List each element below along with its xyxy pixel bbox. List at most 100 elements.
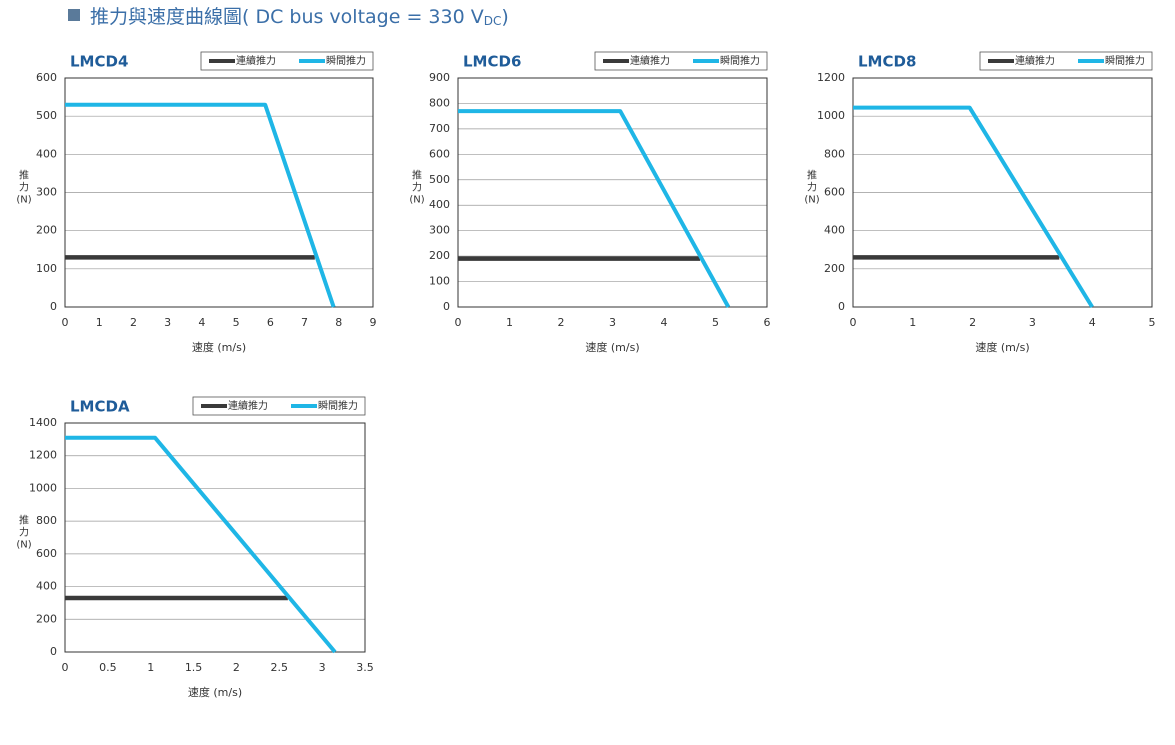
y-tick-label: 200 xyxy=(36,224,57,237)
legend-label: 瞬間推力 xyxy=(326,54,366,67)
x-tick-label: 0 xyxy=(850,316,857,329)
y-tick-label: 700 xyxy=(429,122,450,135)
y-tick-label: 1400 xyxy=(29,416,57,429)
x-tick-label: 2 xyxy=(558,316,565,329)
y-tick-label: 100 xyxy=(429,275,450,288)
legend-label: 瞬間推力 xyxy=(720,54,760,67)
y-axis-label: (N) xyxy=(409,195,424,206)
x-tick-label: 2 xyxy=(130,316,137,329)
y-axis-label: 力 xyxy=(19,526,29,539)
y-tick-label: 400 xyxy=(824,224,845,237)
x-tick-label: 3 xyxy=(164,316,171,329)
legend-box xyxy=(594,51,768,71)
y-tick-label: 800 xyxy=(824,147,845,160)
header-text: 推力與速度曲線圖( DC bus voltage = 330 V xyxy=(90,6,484,28)
series-line xyxy=(65,435,337,654)
y-tick-label: 800 xyxy=(36,514,57,527)
series-line xyxy=(458,109,731,308)
y-tick-label: 1000 xyxy=(29,481,57,494)
y-axis-label: (N) xyxy=(16,540,31,551)
x-tick-label: 2 xyxy=(233,661,240,674)
plot-frame xyxy=(457,77,768,308)
x-tick-label: 0 xyxy=(62,316,69,329)
series-line xyxy=(65,102,336,308)
x-tick-label: 3.5 xyxy=(356,661,374,674)
x-tick-label: 4 xyxy=(661,316,668,329)
y-tick-label: 900 xyxy=(429,71,450,84)
y-tick-label: 200 xyxy=(429,249,450,262)
x-tick-label: 0 xyxy=(455,316,462,329)
y-tick-label: 600 xyxy=(429,147,450,160)
series-line xyxy=(853,105,1094,309)
x-tick-label: 5 xyxy=(712,316,719,329)
legend-label: 連續推力 xyxy=(236,54,276,67)
y-axis-label: 力 xyxy=(412,181,422,194)
x-axis-label: 速度 (m/s) xyxy=(188,685,242,699)
legend-box xyxy=(200,51,374,71)
y-tick-label: 1000 xyxy=(817,109,845,122)
x-tick-label: 1.5 xyxy=(185,661,203,674)
y-tick-label: 400 xyxy=(36,147,57,160)
plot-frame xyxy=(64,422,366,653)
plot-frame xyxy=(852,77,1153,308)
x-tick-label: 3 xyxy=(609,316,616,329)
x-tick-label: 1 xyxy=(96,316,103,329)
y-axis-label: 推 xyxy=(412,169,422,182)
x-axis-label: 速度 (m/s) xyxy=(192,340,246,354)
chart-title: LMCD8 xyxy=(858,53,916,71)
y-tick-label: 300 xyxy=(429,224,450,237)
legend-label: 瞬間推力 xyxy=(1105,54,1145,67)
y-tick-label: 0 xyxy=(50,645,57,658)
legend-label: 連續推力 xyxy=(228,399,268,412)
y-tick-label: 1200 xyxy=(29,449,57,462)
y-tick-label: 0 xyxy=(838,300,845,313)
legend-label: 連續推力 xyxy=(1015,54,1055,67)
x-tick-label: 6 xyxy=(267,316,274,329)
y-axis-label: 力 xyxy=(19,181,29,194)
x-axis-label: 速度 (m/s) xyxy=(585,340,639,354)
header-icon xyxy=(68,9,80,21)
legend-box xyxy=(192,396,366,416)
plot-frame xyxy=(64,77,374,308)
legend-label: 連續推力 xyxy=(630,54,670,67)
x-tick-label: 0.5 xyxy=(99,661,117,674)
x-tick-label: 3 xyxy=(319,661,326,674)
y-tick-label: 600 xyxy=(824,186,845,199)
y-tick-label: 200 xyxy=(36,612,57,625)
x-tick-label: 5 xyxy=(233,316,240,329)
x-axis-label: 速度 (m/s) xyxy=(975,340,1029,354)
y-axis-label: (N) xyxy=(16,195,31,206)
y-tick-label: 500 xyxy=(429,173,450,186)
y-tick-label: 0 xyxy=(443,300,450,313)
chart-title: LMCD6 xyxy=(463,53,521,71)
x-tick-label: 1 xyxy=(147,661,154,674)
y-axis-label: 推 xyxy=(19,169,29,182)
y-tick-label: 600 xyxy=(36,547,57,560)
x-tick-label: 0 xyxy=(62,661,69,674)
x-tick-label: 6 xyxy=(764,316,771,329)
y-tick-label: 100 xyxy=(36,262,57,275)
y-tick-label: 400 xyxy=(36,580,57,593)
y-axis-label: (N) xyxy=(804,195,819,206)
y-axis-label: 推 xyxy=(19,514,29,527)
y-tick-label: 500 xyxy=(36,109,57,122)
x-tick-label: 7 xyxy=(301,316,308,329)
y-tick-label: 800 xyxy=(429,96,450,109)
x-tick-label: 2 xyxy=(969,316,976,329)
x-tick-label: 1 xyxy=(909,316,916,329)
y-tick-label: 0 xyxy=(50,300,57,313)
x-tick-label: 1 xyxy=(506,316,513,329)
x-tick-label: 2.5 xyxy=(271,661,289,674)
x-tick-label: 9 xyxy=(370,316,377,329)
y-tick-label: 600 xyxy=(36,71,57,84)
y-tick-label: 300 xyxy=(36,186,57,199)
header-subscript: DC xyxy=(484,14,502,28)
x-tick-label: 3 xyxy=(1029,316,1036,329)
chart-title: LMCDA xyxy=(70,398,130,416)
y-tick-label: 1200 xyxy=(817,71,845,84)
x-tick-label: 4 xyxy=(1089,316,1096,329)
y-axis-label: 推 xyxy=(807,169,817,182)
x-tick-label: 8 xyxy=(335,316,342,329)
